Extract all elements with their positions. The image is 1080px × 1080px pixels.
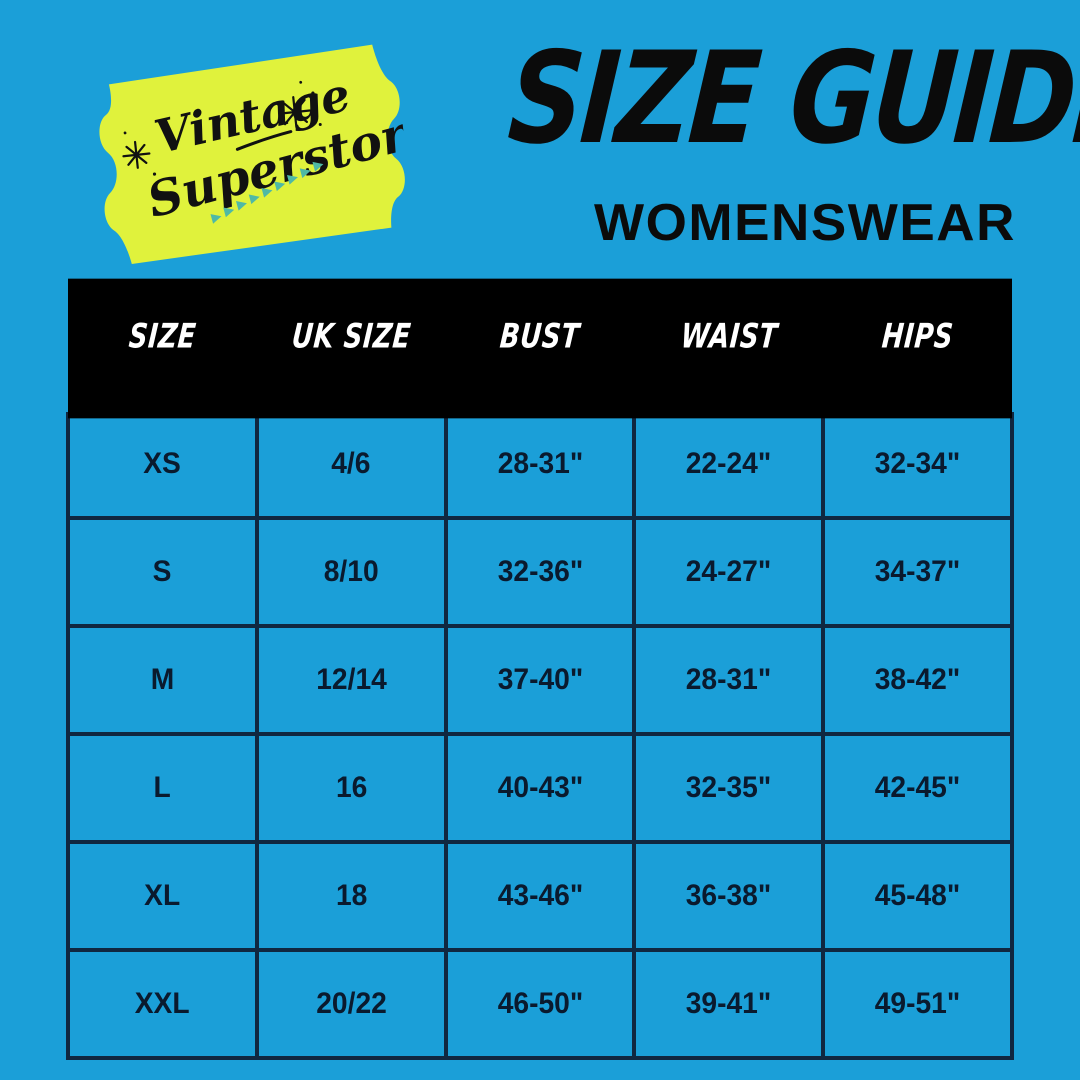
- brand-logo-badge: Vintage Superstore: [85, 36, 415, 272]
- cell-bust: 40-43": [443, 732, 637, 844]
- cell-bust: 37-40": [443, 624, 637, 736]
- cell-size: XXL: [66, 948, 259, 1060]
- starburst-icon-left: [122, 140, 151, 169]
- cell-size: XS: [66, 412, 259, 520]
- cell-waist: 39-41": [632, 948, 826, 1060]
- cell-hips: 45-48": [821, 840, 1014, 952]
- starburst-icon-right: [278, 96, 311, 129]
- column-header-size: SIZE: [68, 278, 257, 419]
- cell-waist: 28-31": [632, 624, 826, 736]
- table-row: M 12/14 37-40" 28-31" 38-42": [66, 624, 1014, 736]
- cell-waist: 36-38": [632, 840, 826, 952]
- table-row: XS 4/6 28-31" 22-24" 32-34": [66, 412, 1014, 520]
- cell-hips: 34-37": [821, 516, 1014, 628]
- swash-underline-icon: [235, 130, 293, 151]
- table-row: XXL 20/22 46-50" 39-41" 49-51": [66, 948, 1014, 1060]
- column-header-bust: BUST: [445, 278, 635, 419]
- column-header-hips: HIPS: [823, 278, 1012, 419]
- page-subtitle: WOMENSWEAR: [594, 193, 1016, 252]
- table-row: XL 18 43-46" 36-38" 45-48": [66, 840, 1014, 952]
- brand-logo-lettering: Vintage Superstore: [122, 67, 415, 229]
- ticket-shape-icon: [99, 44, 405, 264]
- column-header-waist: WAIST: [634, 278, 824, 419]
- cell-bust: 46-50": [443, 948, 637, 1060]
- page-title: SIZE GUIDE: [504, 23, 1080, 173]
- cell-hips: 38-42": [821, 624, 1014, 736]
- table-row: L 16 40-43" 32-35" 42-45": [66, 732, 1014, 844]
- cell-uk-size: 20/22: [254, 948, 448, 1060]
- header-title-block: SIZE GUIDE WOMENSWEAR: [504, 24, 1080, 253]
- cell-waist: 22-24": [632, 412, 826, 520]
- column-header-uk-size: UK SIZE: [256, 278, 446, 419]
- table-row: S 8/10 32-36" 24-27" 34-37": [66, 516, 1014, 628]
- cell-bust: 28-31": [443, 412, 637, 520]
- cell-bust: 43-46": [443, 840, 637, 952]
- cell-size: S: [66, 516, 259, 628]
- cell-waist: 32-35": [632, 732, 826, 844]
- cell-uk-size: 16: [254, 732, 448, 844]
- cell-uk-size: 12/14: [254, 624, 448, 736]
- cell-hips: 49-51": [821, 948, 1014, 1060]
- cell-size: XL: [66, 840, 259, 952]
- cell-uk-size: 4/6: [254, 412, 448, 520]
- cell-hips: 42-45": [821, 732, 1014, 844]
- cell-waist: 24-27": [632, 516, 826, 628]
- table-header: SIZE UK SIZE BUST WAIST HIPS: [68, 278, 1012, 419]
- cell-size: M: [66, 624, 259, 736]
- table-header-row: SIZE UK SIZE BUST WAIST HIPS: [68, 278, 1012, 419]
- triangle-arrows-icon: [210, 161, 324, 224]
- cell-uk-size: 18: [254, 840, 448, 952]
- cell-hips: 32-34": [821, 412, 1014, 520]
- cell-bust: 32-36": [443, 516, 637, 628]
- cell-size: L: [66, 732, 259, 844]
- cell-uk-size: 8/10: [254, 516, 448, 628]
- size-guide-table: SIZE UK SIZE BUST WAIST HIPS XS 4/6 28-3…: [66, 278, 1014, 1060]
- table-body: XS 4/6 28-31" 22-24" 32-34" S 8/10 32-36…: [66, 412, 1014, 1060]
